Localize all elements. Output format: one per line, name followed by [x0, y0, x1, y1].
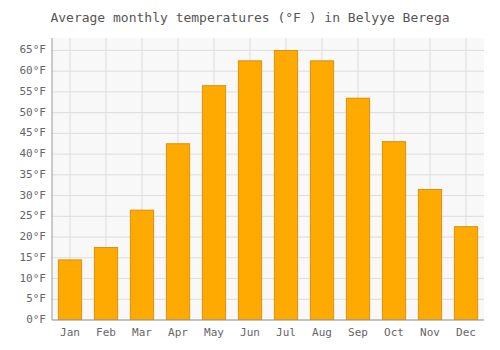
x-axis: Jan Feb Mar Apr May Jun Jul Aug Sep Oct Nov Dec: [60, 326, 476, 339]
bar: [202, 86, 225, 320]
x-tick-label: Mar: [132, 326, 152, 339]
y-grid-line: [52, 50, 484, 51]
bar: [346, 98, 369, 320]
y-tick-label: 15°F: [20, 251, 47, 264]
y-tick-label: 65°F: [20, 43, 47, 56]
y-grid-line: [52, 154, 484, 155]
bar: [58, 260, 81, 320]
bar: [454, 227, 477, 320]
bars: [58, 50, 477, 320]
y-tick-label: 40°F: [20, 147, 47, 160]
y-axis: 0°F 5°F 10°F 15°F 20°F 25°F 30°F 35°F 40°F 45°F 50…: [20, 43, 47, 326]
y-tick-label: 20°F: [20, 230, 47, 243]
y-tick-label: 60°F: [20, 64, 47, 77]
y-grid-line: [52, 174, 484, 175]
x-tick-label: May: [204, 326, 224, 339]
y-grid-line: [52, 71, 484, 72]
y-grid-line: [52, 320, 484, 321]
bar: [94, 247, 117, 320]
y-tick-label: 10°F: [20, 272, 47, 285]
bar: [238, 61, 261, 320]
y-axis-line: [52, 38, 53, 320]
y-grid-line: [52, 91, 484, 92]
x-tick-label: Sep: [348, 326, 368, 339]
x-tick-label: Apr: [168, 326, 188, 339]
chart-title: Average monthly temperatures (°F ) in Be…: [50, 10, 449, 25]
x-tick-label: Dec: [456, 326, 476, 339]
x-tick-label: Nov: [420, 326, 440, 339]
grid: [52, 38, 484, 320]
y-tick-label: 55°F: [20, 85, 47, 98]
chart-svg: 0°F 5°F 10°F 15°F 20°F 25°F 30°F 35°F 40°F 45°F 50…: [0, 0, 500, 350]
y-tick-label: 35°F: [20, 168, 47, 181]
x-tick-label: Aug: [312, 326, 332, 339]
y-tick-label: 5°F: [26, 292, 46, 305]
x-axis-line: [52, 320, 484, 321]
bar: [382, 142, 405, 320]
x-tick-label: Jan: [60, 326, 80, 339]
y-tick-label: 25°F: [20, 209, 47, 222]
y-tick-label: 0°F: [26, 313, 46, 326]
bar: [130, 210, 153, 320]
chart-container: 0°F 5°F 10°F 15°F 20°F 25°F 30°F 35°F 40°F 45°F 50…: [0, 0, 500, 350]
bar: [310, 61, 333, 320]
bar: [418, 189, 441, 320]
y-tick-label: 30°F: [20, 189, 47, 202]
x-tick-label: Feb: [96, 326, 116, 339]
plot-background: [52, 38, 484, 320]
x-tick-label: Jun: [240, 326, 260, 339]
x-tick-label: Jul: [276, 326, 296, 339]
y-grid-line: [52, 112, 484, 113]
bar: [274, 50, 297, 320]
x-tick-label: Oct: [384, 326, 404, 339]
y-tick-label: 50°F: [20, 106, 47, 119]
y-grid-line: [52, 133, 484, 134]
y-tick-label: 45°F: [20, 126, 47, 139]
bar: [166, 144, 189, 320]
